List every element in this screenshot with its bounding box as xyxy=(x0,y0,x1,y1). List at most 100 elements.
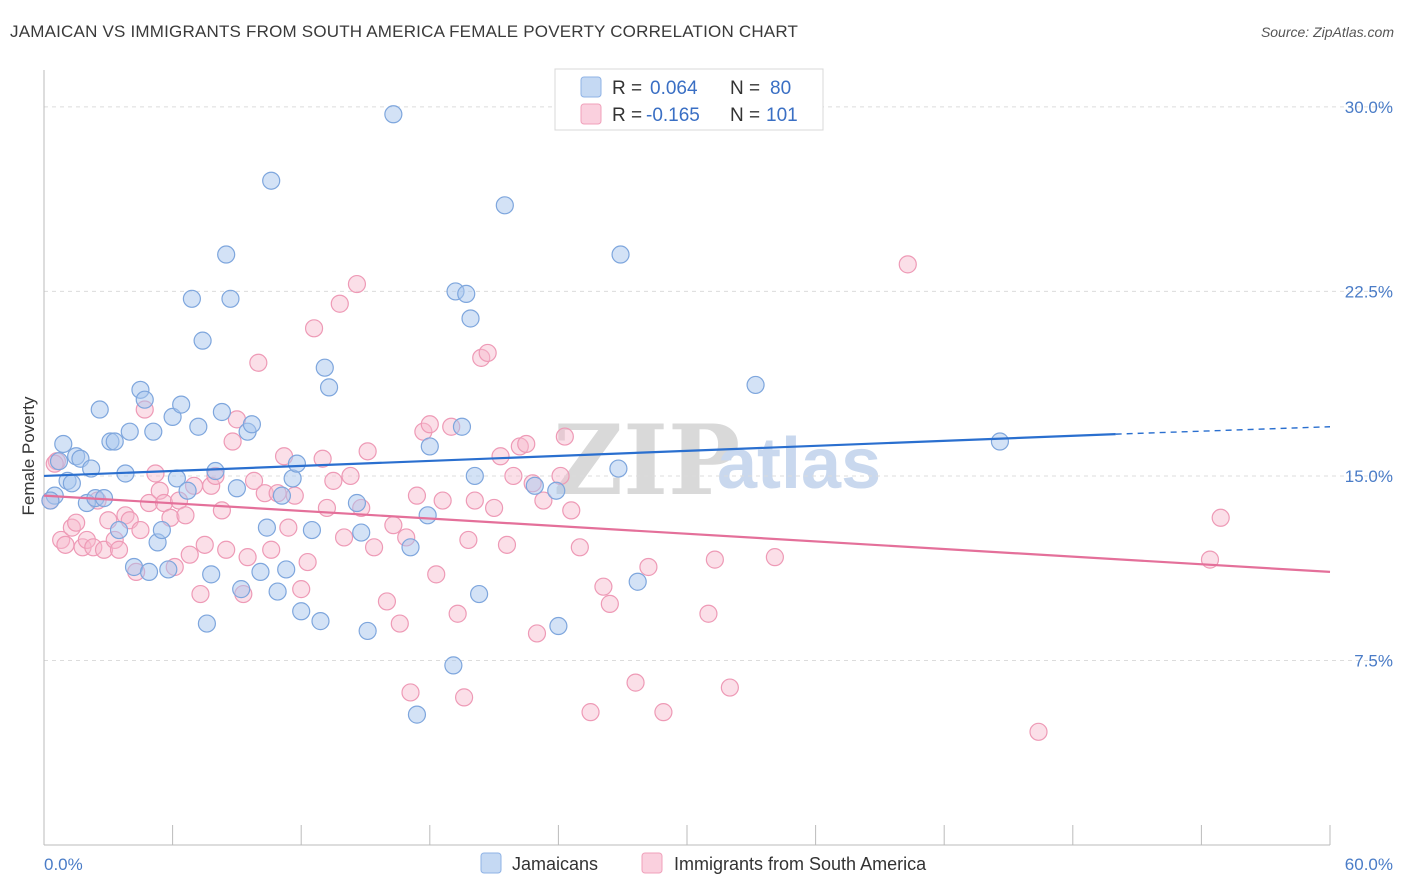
immigrants-point xyxy=(581,703,600,722)
jamaicans-point xyxy=(287,454,307,473)
jamaicans-point xyxy=(352,523,371,542)
y-tick-labels: 7.5% 15.0% 22.5% 30.0% xyxy=(1345,98,1393,671)
bottom-legend-immigrants: Immigrants from South America xyxy=(674,854,927,874)
immigrants-point xyxy=(212,501,231,520)
jamaicans-point xyxy=(358,621,377,641)
jamaicans-point xyxy=(461,309,480,328)
jamaicans-point xyxy=(469,584,489,604)
jamaicans-point xyxy=(547,481,566,500)
jamaicans-point xyxy=(221,289,240,308)
immigrants-point xyxy=(384,516,403,535)
immigrants-point xyxy=(146,464,165,483)
jamaicans-point xyxy=(525,476,544,495)
legend-r-value-1: 0.064 xyxy=(650,78,698,99)
legend-r-value-2: -0.165 xyxy=(646,105,700,126)
immigrants-point xyxy=(77,530,96,550)
axes xyxy=(43,70,1331,846)
jamaicans-point xyxy=(277,560,296,579)
jamaicans-point xyxy=(212,402,231,422)
immigrants-point xyxy=(195,535,214,554)
jamaicans-point xyxy=(611,245,630,264)
immigrants-point xyxy=(313,449,332,468)
immigrants-point xyxy=(639,557,658,577)
immigrants-point xyxy=(330,294,349,313)
immigrants-point xyxy=(433,491,452,510)
immigrants-point xyxy=(465,491,484,510)
y-axis-title: Female Poverty xyxy=(19,396,38,516)
immigrants-point xyxy=(562,501,581,520)
immigrants-point xyxy=(1211,508,1230,527)
legend-n-value-1: 80 xyxy=(770,78,791,99)
jamaicans-point xyxy=(495,196,514,215)
jamaicans-point xyxy=(420,437,439,456)
bottom-legend-blue-swatch xyxy=(480,852,502,874)
stats-legend: R = 0.064 N = 80 R = -0.165 N = 101 xyxy=(554,68,824,131)
immigrants-point xyxy=(699,604,718,623)
immigrants-point xyxy=(238,548,257,567)
immigrants-point xyxy=(304,319,324,338)
jamaicans-point xyxy=(124,557,144,577)
jamaicans-point xyxy=(182,289,201,308)
bottom-legend-pink-swatch xyxy=(641,852,663,874)
immigrants-point xyxy=(223,432,242,451)
jamaicans-point xyxy=(105,432,124,451)
jamaicans-point xyxy=(49,452,69,471)
jamaicans-point xyxy=(384,105,403,124)
immigrants-point xyxy=(262,540,281,559)
immigrants-point xyxy=(427,565,446,584)
immigrants-point xyxy=(407,486,427,505)
jamaicans-point xyxy=(172,395,191,414)
jamaicans-points xyxy=(41,105,1010,724)
legend-n-label-1: N = xyxy=(730,78,760,99)
immigrants-point xyxy=(626,673,645,692)
immigrants-point xyxy=(161,508,180,527)
jamaicans-point xyxy=(272,486,292,505)
immigrants-point xyxy=(594,577,613,596)
legend-n-label-2: N = xyxy=(730,105,760,126)
y-tick-label: 30.0% xyxy=(1345,98,1393,117)
immigrants-point xyxy=(244,471,264,490)
immigrants-point xyxy=(347,274,367,294)
jamaicans-trend-extension xyxy=(1115,426,1331,435)
immigrants-point xyxy=(131,520,150,540)
immigrants-point xyxy=(527,624,547,643)
bottom-legend-jamaicans: Jamaicans xyxy=(512,854,598,874)
immigrants-point xyxy=(180,545,199,564)
jamaicans-point xyxy=(401,538,420,557)
immigrants-point xyxy=(720,678,739,697)
immigrants-point xyxy=(217,540,236,559)
jamaicans-point xyxy=(347,493,367,513)
immigrants-point xyxy=(570,538,589,557)
jamaicans-point xyxy=(418,506,437,525)
jamaicans-point xyxy=(251,562,270,582)
jamaicans-point xyxy=(457,284,476,303)
jamaicans-point xyxy=(144,422,163,441)
jamaicans-point xyxy=(609,459,628,478)
jamaicans-trend-line xyxy=(43,433,1116,478)
jamaicans-point xyxy=(444,656,463,675)
immigrants-point xyxy=(454,688,474,707)
series-legend: Jamaicans Immigrants from South America xyxy=(480,852,927,874)
jamaicans-point xyxy=(319,378,339,397)
x-tick-labels: 0.0% 60.0% xyxy=(44,855,1393,874)
jamaicans-point xyxy=(159,560,178,579)
immigrants-point xyxy=(448,604,467,623)
immigrants-trend-line xyxy=(43,494,1331,574)
jamaicans-point xyxy=(152,520,171,540)
immigrants-point xyxy=(517,434,536,454)
immigrants-point xyxy=(67,513,86,532)
chart-title: JAMAICAN VS IMMIGRANTS FROM SOUTH AMERIC… xyxy=(10,22,799,41)
y-tick-label: 7.5% xyxy=(1354,651,1393,670)
jamaicans-point xyxy=(178,481,197,500)
immigrants-point xyxy=(600,594,619,613)
immigrants-point xyxy=(292,580,311,599)
x-tick-label-max: 60.0% xyxy=(1345,855,1393,874)
immigrants-point xyxy=(317,498,337,518)
immigrants-point xyxy=(485,498,504,518)
gridlines xyxy=(44,106,1392,661)
immigrants-point xyxy=(497,535,517,554)
immigrants-point xyxy=(377,592,397,611)
jamaicans-point xyxy=(135,390,154,409)
immigrants-point xyxy=(249,353,268,372)
